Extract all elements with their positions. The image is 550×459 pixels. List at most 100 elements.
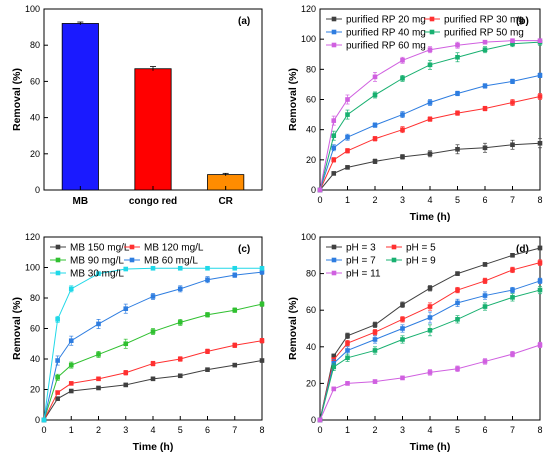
data-point	[427, 285, 433, 291]
data-point	[317, 417, 323, 423]
series-4	[317, 286, 543, 423]
data-point	[537, 38, 543, 43]
data-point	[372, 348, 378, 353]
data-point	[232, 362, 238, 368]
data-point	[482, 359, 488, 364]
data-point	[455, 271, 460, 276]
panel-label: (d)	[516, 244, 529, 255]
series-line	[319, 40, 540, 191]
x-tick-label: 8	[537, 195, 542, 205]
data-point	[455, 146, 460, 152]
legend-marker	[331, 16, 337, 22]
data-point	[400, 337, 405, 342]
y-tick-label: 60	[306, 95, 316, 105]
data-point	[259, 358, 265, 363]
y-tick-label: 60	[30, 76, 40, 86]
data-point	[259, 338, 265, 344]
series-2	[317, 259, 543, 423]
x-tick-label: 5	[455, 425, 460, 435]
y-tick-label: 20	[30, 385, 40, 395]
legend-item: pH = 9	[386, 256, 436, 267]
data-point	[259, 269, 265, 275]
y-axis-label: Removal (%)	[287, 68, 299, 131]
data-point	[123, 306, 129, 311]
data-point	[96, 385, 101, 391]
data-point	[232, 342, 238, 348]
legend-marker	[391, 244, 397, 250]
series-1	[317, 138, 543, 193]
legend-label: purified RP 30 mg	[444, 15, 524, 26]
data-point	[482, 262, 488, 267]
x-tick-label: 5	[455, 195, 460, 205]
data-point	[177, 356, 183, 362]
x-tick-label: 0	[41, 425, 46, 435]
data-point	[427, 100, 433, 105]
y-tick-label: 40	[306, 342, 316, 352]
legend-marker	[129, 244, 135, 250]
data-point	[427, 116, 433, 122]
series-3	[41, 301, 265, 423]
legend-item: pH = 7	[326, 256, 376, 267]
legend-marker	[429, 29, 435, 35]
x-tick-label: 1	[345, 425, 350, 435]
legend-marker	[331, 270, 337, 276]
legend-marker	[331, 244, 337, 250]
data-point	[232, 272, 238, 278]
data-point	[400, 302, 405, 308]
legend-marker	[129, 257, 135, 263]
y-tick-label: 100	[25, 4, 40, 14]
x-tick-label: 0	[317, 425, 322, 435]
data-point	[510, 142, 515, 148]
legend-item: purified RP 60 mg	[326, 41, 426, 52]
data-point	[345, 165, 350, 170]
data-point	[372, 122, 378, 128]
series-line	[319, 262, 541, 421]
y-tick-label: 100	[301, 34, 316, 44]
category-label: congo red	[129, 196, 177, 207]
data-point	[455, 54, 460, 60]
x-tick-label: 4	[150, 425, 155, 435]
data-point	[537, 140, 543, 146]
data-point	[55, 390, 60, 395]
data-point	[205, 277, 210, 283]
data-point	[331, 157, 337, 163]
panel-label: (b)	[516, 16, 529, 27]
x-tick-label: 1	[69, 425, 74, 435]
x-tick-label: 7	[510, 425, 515, 435]
data-point	[400, 76, 405, 81]
data-point	[372, 379, 378, 384]
data-point	[55, 396, 60, 401]
legend-item: pH = 3	[326, 243, 376, 254]
data-point	[537, 94, 543, 99]
data-point	[510, 100, 515, 105]
x-tick-label: 2	[96, 425, 101, 435]
data-point	[400, 317, 405, 322]
category-label: CR	[218, 196, 233, 207]
data-point	[537, 245, 543, 251]
data-point	[372, 136, 378, 142]
x-axis-label: Time (h)	[410, 441, 451, 453]
data-point	[150, 361, 156, 366]
data-point	[96, 271, 101, 276]
chart-panel-1: 0 20 40 60 80 100 Removal (%) (a) MB congo red CR	[11, 4, 263, 207]
x-tick-label: 3	[123, 425, 128, 435]
data-point	[427, 370, 433, 375]
legend-marker	[331, 42, 337, 48]
legend-label: MB 90 mg/L	[70, 256, 124, 267]
legend-label: MB 60 mg/L	[144, 256, 198, 267]
x-tick-label: 2	[372, 195, 377, 205]
data-point	[345, 340, 350, 346]
legend-label: pH = 3	[346, 243, 376, 254]
y-tick-label: 0	[35, 185, 40, 195]
data-point	[345, 148, 350, 154]
y-tick-label: 20	[306, 155, 316, 165]
legend-label: pH = 5	[406, 243, 436, 254]
data-point	[510, 267, 515, 273]
data-point	[55, 317, 60, 322]
data-point	[400, 112, 405, 117]
data-point	[372, 329, 378, 335]
x-tick-label: 7	[232, 425, 237, 435]
legend-item: purified RP 30 mg	[424, 15, 524, 26]
legend-label: pH = 11	[346, 269, 381, 280]
